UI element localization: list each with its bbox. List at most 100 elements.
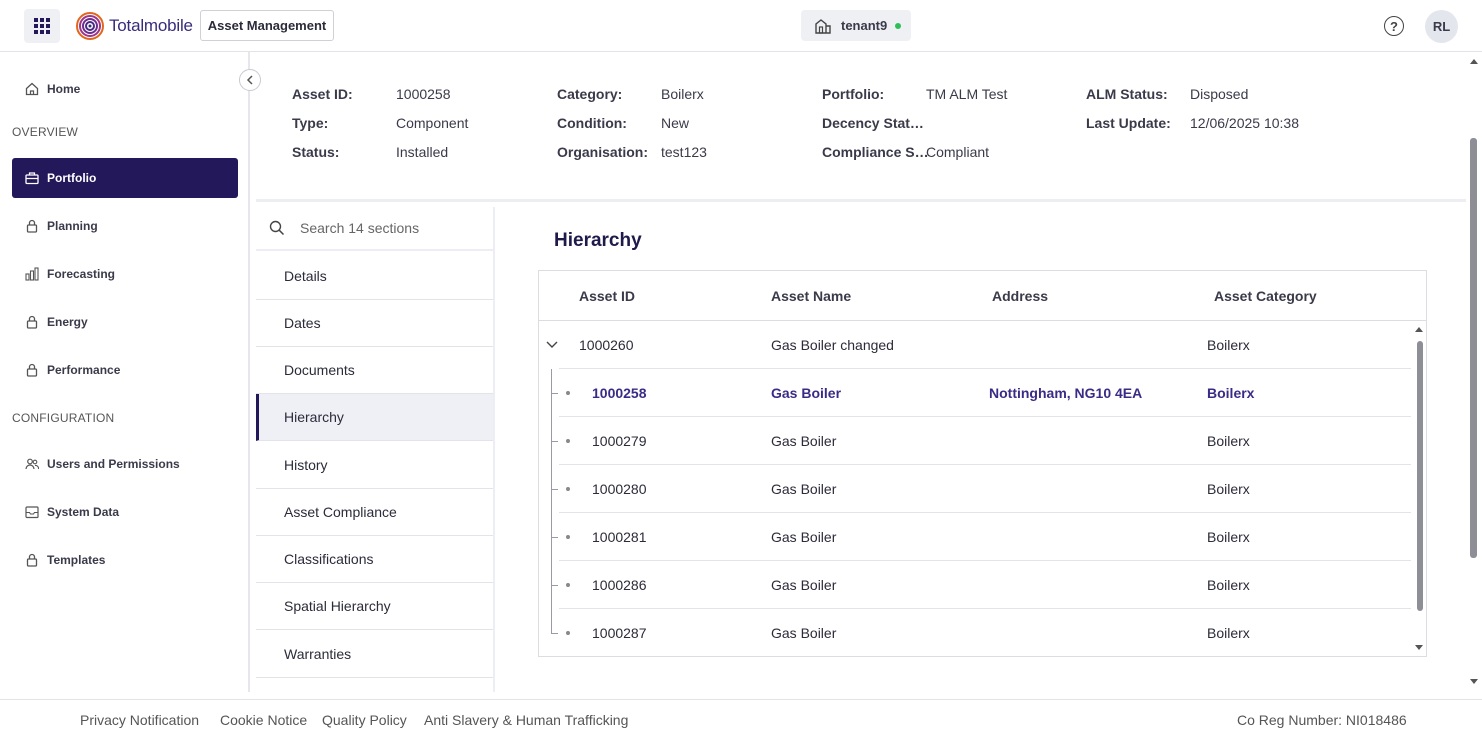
chevron-down-icon[interactable] [545,338,559,352]
portfolio-value: TM ALM Test [926,86,1008,102]
cell-asset-name: Gas Boiler [771,481,837,497]
sections-panel: Details Dates Documents Hierarchy Histor… [256,207,495,692]
section-search-input[interactable] [300,220,480,236]
app-launcher-button[interactable] [24,9,60,43]
column-header-asset-category[interactable]: Asset Category [1214,288,1317,304]
page-scrollbar-thumb[interactable] [1470,138,1477,558]
table-row-child[interactable]: 1000281 Gas Boiler Boilerx [539,513,1411,561]
brand-logo[interactable]: Totalmobile [75,10,193,42]
footer-link-quality[interactable]: Quality Policy [322,712,407,728]
page-scroll-down-icon[interactable] [1470,679,1478,684]
scroll-down-icon[interactable] [1415,645,1423,650]
tenant-status-dot [895,22,902,29]
row-divider [559,416,1411,417]
sidebar-item-label: Planning [47,219,98,233]
organisation-value: test123 [661,144,707,160]
cell-asset-name: Gas Boiler [771,625,837,641]
section-item-hierarchy[interactable]: Hierarchy [256,394,493,441]
cell-asset-category: Boilerx [1207,337,1250,353]
cell-asset-name: Gas Boiler [771,385,842,401]
cell-asset-id: 1000280 [592,481,647,497]
table-row-child[interactable]: 1000258 Gas Boiler Nottingham, NG10 4EA … [539,369,1411,417]
sidebar-item-performance[interactable]: Performance [12,350,238,390]
cell-asset-id: 1000258 [592,385,647,401]
organisation-label: Organisation: [557,144,649,160]
compliance-status-label: Compliance S… [822,144,929,160]
table-row-child[interactable]: 1000287 Gas Boiler Boilerx [539,609,1411,657]
section-item-warranties[interactable]: Warranties [256,631,493,678]
row-divider [559,464,1411,465]
user-avatar[interactable]: RL [1425,10,1458,43]
scroll-up-icon[interactable] [1415,327,1423,332]
sidebar-item-label: Performance [47,363,121,377]
column-header-asset-id[interactable]: Asset ID [579,288,636,304]
sidebar-item-energy[interactable]: Energy [12,302,238,342]
sidebar-item-forecasting[interactable]: Forecasting [12,254,238,294]
users-icon [25,457,39,471]
footer-link-privacy[interactable]: Privacy Notification [80,712,200,728]
table-row-child[interactable]: 1000280 Gas Boiler Boilerx [539,465,1411,513]
section-item-details[interactable]: Details [256,253,493,300]
footer-link-anti-slavery[interactable]: Anti Slavery & Human Trafficking [424,712,629,728]
section-item-spatial-hierarchy[interactable]: Spatial Hierarchy [256,583,493,630]
last-update-label: Last Update: [1086,115,1171,131]
tree-node-bullet [566,583,570,587]
sidebar-item-label: Users and Permissions [47,457,180,471]
sidebar-item-home[interactable]: Home [12,69,238,109]
page-scroll-up-icon[interactable] [1470,59,1478,64]
section-label-configuration: CONFIGURATION [12,411,115,425]
tenant-name: tenant9 [841,18,888,33]
cell-asset-id: 1000279 [592,433,647,449]
sidebar-item-planning[interactable]: Planning [12,206,238,246]
sidebar-item-system-data[interactable]: System Data [12,492,238,532]
column-header-address[interactable]: Address [992,288,1049,304]
sidebar-item-users-and-permissions[interactable]: Users and Permissions [12,444,238,484]
column-header-asset-name[interactable]: Asset Name [771,288,852,304]
inbox-icon [25,505,39,519]
section-item-documents[interactable]: Documents [256,347,493,394]
condition-label: Condition: [557,115,627,131]
collapse-sidebar-button[interactable] [239,69,261,91]
building-icon [815,18,831,34]
compliance-status-value: Compliant [926,144,990,160]
cell-asset-id: 1000287 [592,625,647,641]
table-row-child[interactable]: 1000286 Gas Boiler Boilerx [539,561,1411,609]
status-label: Status: [292,144,340,160]
status-value: Installed [396,144,449,160]
sidebar-item-label: Home [47,82,81,96]
help-icon[interactable]: ? [1384,16,1404,36]
last-update-value: 12/06/2025 10:38 [1190,115,1299,131]
condition-value: New [661,115,690,131]
hierarchy-title: Hierarchy [554,230,642,251]
top-bar: Totalmobile Asset Management tenant9 ? R… [0,0,1482,52]
tree-node-bullet [566,487,570,491]
tree-node-bullet [566,391,570,395]
tenant-selector[interactable]: tenant9 [801,10,911,41]
cell-asset-id: 1000260 [579,337,634,353]
app-switcher-button[interactable]: Asset Management [200,10,334,41]
bar-chart-icon [25,267,39,281]
footer-link-cookie[interactable]: Cookie Notice [220,712,308,728]
table-header: Asset ID Asset Name Address Asset Catego… [539,271,1426,321]
row-divider [559,368,1411,369]
category-label: Category: [557,86,623,102]
table-row-parent[interactable]: 1000260 Gas Boiler changed Boilerx [539,321,1411,369]
company-registration: Co Reg Number: NI018486 [1237,712,1407,728]
table-scrollbar-thumb[interactable] [1417,341,1423,611]
table-row-child[interactable]: 1000279 Gas Boiler Boilerx [539,417,1411,465]
sidebar-item-portfolio[interactable]: Portfolio [12,158,238,198]
asset-id-value: 1000258 [396,86,451,102]
sidebar-item-templates[interactable]: Templates [12,540,238,580]
section-item-dates[interactable]: Dates [256,300,493,347]
chevron-left-icon [246,75,253,85]
tree-connector-tick [551,489,558,490]
asset-summary-panel: Asset ID: 1000258 Type: Component Status… [256,52,1466,202]
tree-connector-line [551,369,552,633]
alm-status-value: Disposed [1190,86,1249,102]
section-item-classifications[interactable]: Classifications [256,536,493,583]
cell-asset-category: Boilerx [1207,529,1250,545]
sidebar-item-label: System Data [47,505,120,519]
section-item-history[interactable]: History [256,442,493,489]
cell-asset-name: Gas Boiler [771,529,837,545]
section-item-asset-compliance[interactable]: Asset Compliance [256,489,493,536]
